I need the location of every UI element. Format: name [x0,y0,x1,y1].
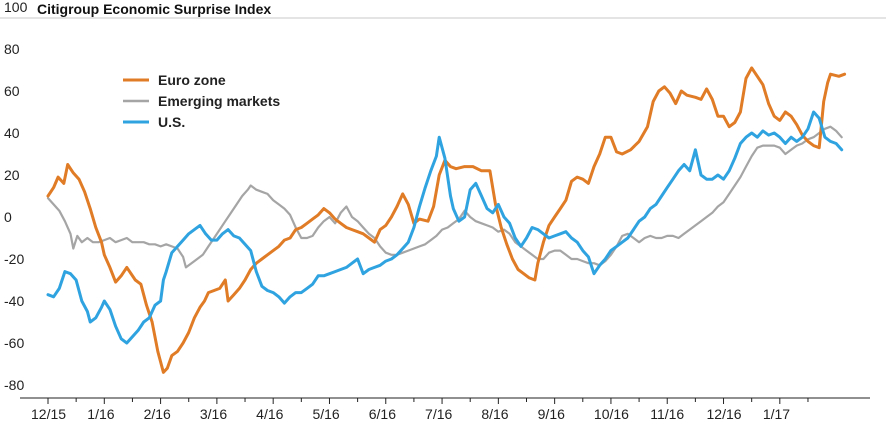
series-line-emerging-markets [46,125,843,269]
legend-label: Euro zone [158,72,226,88]
x-tick-label: 8/16 [481,406,508,422]
x-tick-label: 1/17 [763,406,790,422]
chart-title: Citigroup Economic Surprise Index [37,1,271,17]
x-tick-label: 2/16 [144,406,171,422]
x-tick-label: 12/15 [31,406,66,422]
y-tick-label: -80 [4,377,24,393]
y-tick-label: -60 [4,335,24,351]
y-tick-label: 80 [4,41,20,57]
y-tick-label: 100 [4,0,28,15]
x-tick-label: 4/16 [256,406,283,422]
legend-label: U.S. [158,114,185,130]
y-tick-label: -20 [4,251,24,267]
x-tick-label: 5/16 [312,406,339,422]
y-tick-label: 20 [4,167,20,183]
legend-label: Emerging markets [158,93,280,109]
y-tick-label: 60 [4,83,20,99]
x-tick-label: 1/16 [87,406,114,422]
y-tick-label: -40 [4,293,24,309]
y-tick-label: 0 [4,209,12,225]
legend: Euro zone Emerging markets U.S. [123,72,280,130]
x-tick-label: 12/16 [707,406,742,422]
x-tick-label: 7/16 [425,406,452,422]
x-tick-label: 11/16 [650,406,684,422]
series-lines [46,66,847,374]
x-tick-label: 3/16 [200,406,227,422]
x-tick-label: 9/16 [538,406,565,422]
x-axis: 12/15 1/16 2/16 3/16 4/16 5/16 6/16 7/16 8/16 9/1… [20,397,870,422]
x-tick-label: 10/16 [594,406,629,422]
x-tick-label: 6/16 [369,406,396,422]
series-line-u-s [46,110,844,345]
series-line-euro-zone [46,66,847,374]
y-tick-label: 40 [4,125,20,141]
y-axis-ticks: 100 80 60 40 20 0 -20 -40 -60 -80 [4,0,28,393]
